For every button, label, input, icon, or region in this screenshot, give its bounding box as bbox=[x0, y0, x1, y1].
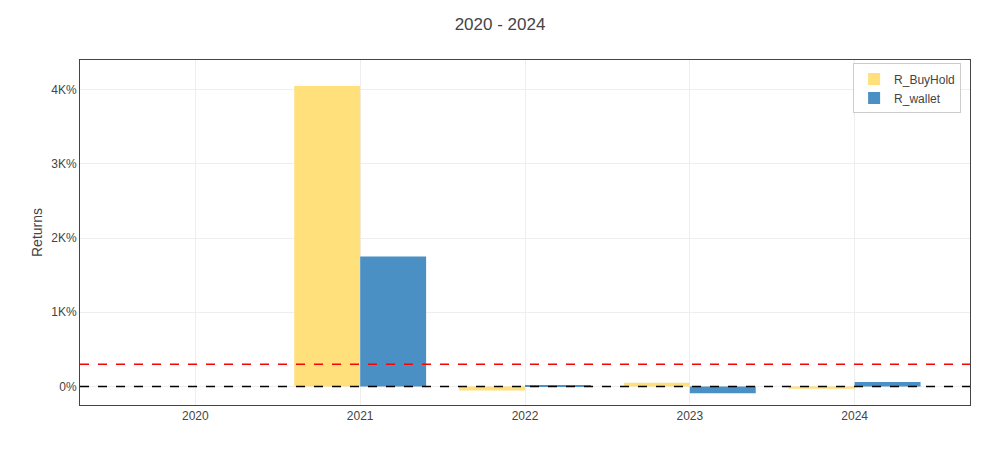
svg-text:2021: 2021 bbox=[347, 409, 374, 423]
svg-text:2020 - 2024: 2020 - 2024 bbox=[455, 15, 546, 34]
svg-text:2024: 2024 bbox=[841, 409, 868, 423]
svg-text:0%: 0% bbox=[59, 380, 77, 394]
svg-text:3K%: 3K% bbox=[51, 157, 77, 171]
svg-text:R_wallet: R_wallet bbox=[894, 92, 941, 106]
svg-text:R_BuyHold: R_BuyHold bbox=[894, 73, 955, 87]
svg-text:Returns: Returns bbox=[29, 208, 45, 257]
svg-text:2022: 2022 bbox=[512, 409, 539, 423]
svg-text:4K%: 4K% bbox=[51, 83, 77, 97]
svg-text:2K%: 2K% bbox=[51, 231, 77, 245]
svg-text:2023: 2023 bbox=[676, 409, 703, 423]
svg-text:1K%: 1K% bbox=[51, 305, 77, 319]
svg-text:2020: 2020 bbox=[182, 409, 209, 423]
